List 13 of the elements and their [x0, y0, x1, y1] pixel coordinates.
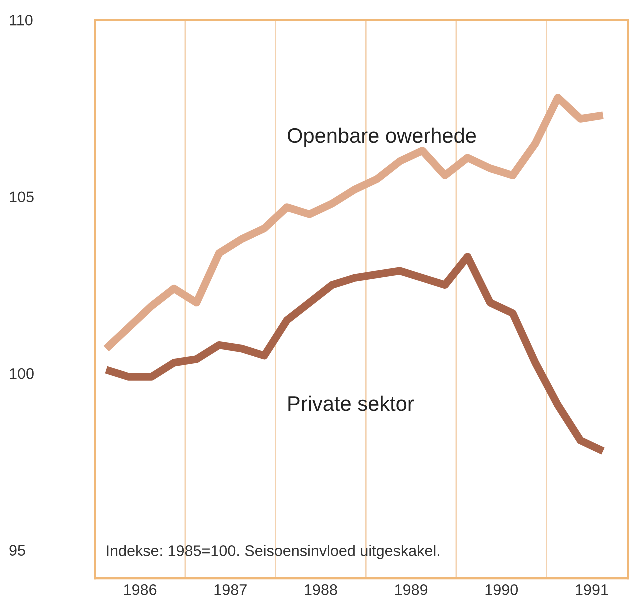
y-tick-label: 95: [10, 545, 26, 556]
x-tick-label: 1990: [486, 584, 518, 596]
x-tick-label: 1991: [576, 584, 608, 596]
x-tick-label: 1988: [305, 584, 338, 596]
y-tick-label: 100: [10, 368, 34, 380]
y-tick-label: 105: [10, 192, 34, 203]
series-label: Openbare owerhede: [288, 128, 476, 148]
annotation: Indekse: 1985=100. Seisoensinvloed uitgeskakel.: [107, 545, 440, 560]
text: Private sektor: [288, 396, 414, 412]
y-tick-label: 110: [10, 14, 33, 26]
x-tick-label: 1986: [124, 584, 157, 596]
x-tick-label: 1989: [395, 584, 428, 596]
x-tick-label: 1987: [214, 584, 247, 596]
